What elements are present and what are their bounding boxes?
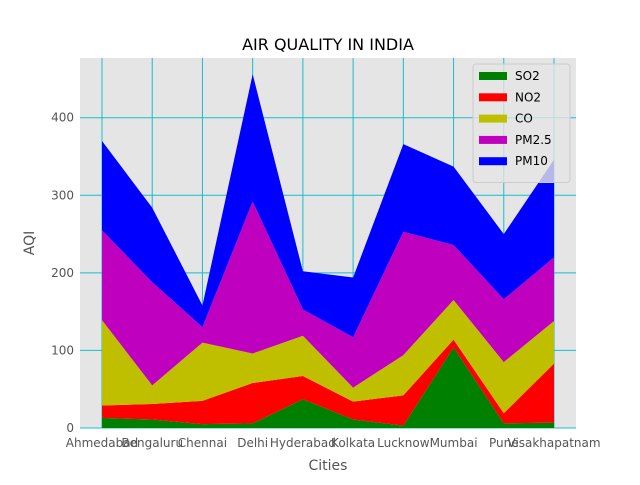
y-tick-label-100: 100 — [51, 343, 74, 357]
legend-swatch-pm2-5 — [479, 135, 507, 144]
x-tick-label-pune: Pune — [489, 436, 519, 450]
legend-swatch-pm10 — [479, 157, 507, 166]
area-pm10 — [102, 74, 554, 338]
legend-swatch-co — [479, 114, 507, 123]
legend-swatch-no2 — [479, 93, 507, 102]
chart-title: AIR QUALITY IN INDIA — [242, 35, 414, 54]
x-tick-label-ahmedabad: Ahmedabad — [66, 436, 138, 450]
x-tick-label-chennai: Chennai — [178, 436, 227, 450]
area-pm2-5 — [102, 201, 554, 388]
y-axis-label: AQI — [22, 231, 38, 255]
area-co — [102, 300, 554, 414]
y-tick-label-200: 200 — [51, 266, 74, 280]
y-tick-labels: 0 100 200 300 400 — [51, 111, 74, 435]
x-tick-label-kolkata: Kolkata — [331, 436, 375, 450]
y-tick-label-300: 300 — [51, 188, 74, 202]
x-axis-label: Cities — [309, 458, 348, 474]
legend-swatch-so2 — [479, 72, 507, 80]
legend: SO2 NO2 CO PM2.5 PM10 — [472, 63, 571, 183]
x-tick-label-visakhapatnam: Visakhapatnam — [507, 436, 600, 450]
y-tick-label-400: 400 — [51, 111, 74, 125]
y-tick-label-0: 0 — [66, 421, 74, 435]
x-tick-label-delhi: Delhi — [237, 436, 268, 450]
x-tick-label-bengaluru: Bengaluru — [121, 436, 183, 450]
legend-label-pm10: PM10 — [515, 154, 548, 168]
legend-label-co: CO — [515, 112, 533, 126]
x-tick-label-hyderabad: Hyderabad — [270, 436, 336, 450]
legend-label-no2: NO2 — [515, 90, 541, 104]
x-tick-label-lucknow: Lucknow — [377, 436, 430, 450]
x-tick-label-mumbai: Mumbai — [430, 436, 478, 450]
stacked-areas — [102, 74, 554, 428]
legend-label-so2: SO2 — [515, 69, 540, 83]
area-no2 — [102, 339, 554, 426]
area-so2 — [102, 347, 554, 428]
legend-label-pm2-5: PM2.5 — [515, 133, 552, 147]
